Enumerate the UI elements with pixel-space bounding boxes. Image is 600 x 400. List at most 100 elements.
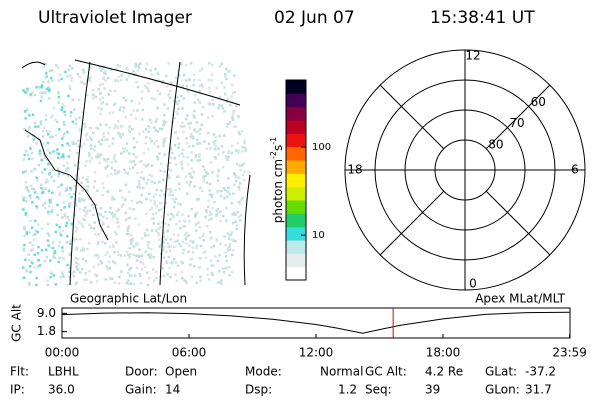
footer-value: 4.2 Re [425,365,463,379]
pixel [170,169,173,172]
pixel [172,206,176,209]
pixel [137,255,141,258]
pixel [206,225,209,228]
pixel [56,167,60,170]
pixel [23,127,26,131]
pixel [149,253,153,257]
pixel [150,73,154,76]
pixel [170,81,173,84]
pixel [65,186,68,190]
pixel [48,173,51,176]
pixel [116,171,120,175]
pixel [208,86,211,89]
pixel [74,203,78,206]
pixel [136,69,140,72]
pixel [197,98,200,101]
colorbar-band [286,133,306,148]
pixel [111,111,115,114]
pixel [207,142,211,145]
pixel [24,150,28,153]
pixel [52,106,56,110]
pixel [40,249,44,252]
pixel [85,93,89,97]
pixel [215,86,218,90]
pixel [132,208,135,211]
pixel [144,234,147,237]
pixel [183,220,187,223]
pixel [191,144,195,148]
pixel [176,264,180,267]
pixel [119,152,123,155]
pixel [44,118,48,121]
pixel [49,246,53,249]
pixel [173,144,177,147]
pixel [152,195,156,199]
mlt-label: 18 [347,163,362,177]
pixel [162,178,165,181]
pixel [209,147,212,150]
pixel [153,202,156,206]
footer-value: 14 [165,383,180,397]
pixel [169,89,172,93]
pixel [26,90,29,93]
pixel [180,94,183,98]
pixel [187,250,190,254]
pixel [78,98,81,102]
pixel [169,190,172,193]
pixel [25,232,28,236]
pixel [119,135,122,139]
pixel [211,98,214,101]
pixel [102,71,106,74]
pixel [85,138,89,142]
pixel [218,104,221,107]
pixel [163,113,166,117]
pixel [138,132,141,136]
pixel [111,260,115,263]
pixel [198,90,202,93]
pixel [114,79,117,82]
pixel [231,118,235,121]
pixel [201,234,204,238]
pixel [206,205,210,209]
pixel [150,140,153,143]
pixel [29,260,33,263]
pixel [214,255,217,258]
colorbar-band [286,106,306,121]
pixel [132,282,135,286]
pixel [140,90,144,93]
pixel [113,168,117,172]
pixel [69,188,73,192]
pixel [139,260,143,264]
pixel [227,151,230,155]
pixel [46,149,50,152]
footer-value: 39 [425,383,440,397]
pixel [51,191,54,194]
colorbar-band [286,80,306,94]
pixel [92,206,95,210]
pixel [22,248,26,251]
pixel [128,274,132,277]
pixel [145,86,149,90]
pixel [51,246,55,250]
pixel [49,136,52,139]
pixel [198,236,202,240]
pixel [128,246,131,250]
pixel [116,221,119,224]
pixel [145,165,148,168]
pixel [84,125,87,128]
pixel [213,147,217,151]
pixel [193,109,196,113]
pixel [212,244,216,248]
pixel [63,113,67,117]
pixel [65,221,69,225]
pixel [150,175,154,178]
pixel [82,209,86,212]
pixel [145,62,149,66]
pixel [150,180,153,183]
pixel [176,95,179,99]
pixel [74,164,77,167]
pixel [135,259,139,262]
pixel [150,206,154,210]
pixel [156,130,159,133]
pixel [62,157,65,160]
